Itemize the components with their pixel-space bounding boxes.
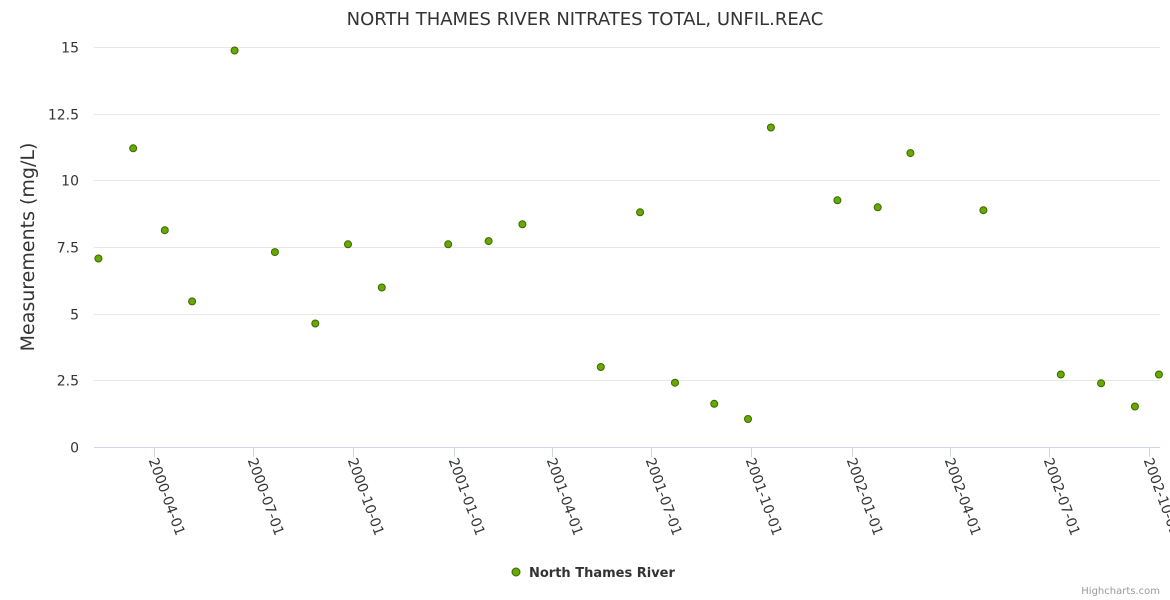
data-point[interactable]: [833, 196, 842, 205]
data-point[interactable]: [1154, 370, 1163, 379]
data-point[interactable]: [979, 206, 988, 215]
data-point[interactable]: [311, 319, 320, 328]
data-point[interactable]: [270, 248, 279, 257]
grid: [94, 47, 1160, 381]
y-tick-label: 5: [70, 308, 79, 324]
legend-item-north-thames-river[interactable]: North Thames River: [529, 566, 675, 581]
data-point[interactable]: [518, 220, 527, 229]
data-point[interactable]: [671, 378, 679, 387]
data-point[interactable]: [1130, 402, 1139, 411]
y-tick-label: 2.5: [57, 374, 79, 390]
y-tick-label: 12.5: [48, 108, 79, 124]
y-tick-label: 0: [70, 441, 79, 457]
y-axis-label: Measurements (mg/L): [17, 143, 39, 352]
series-north-thames-river: [94, 46, 1163, 423]
legend[interactable]: North Thames River: [511, 566, 675, 581]
y-axis-ticks: 0 2.5 5 7.5 10 12.5 15: [48, 41, 79, 457]
data-point[interactable]: [377, 283, 386, 292]
data-point[interactable]: [129, 144, 138, 153]
credits-link[interactable]: Highcharts.com: [1081, 586, 1160, 597]
data-point[interactable]: [873, 203, 882, 212]
data-point[interactable]: [906, 149, 915, 158]
legend-marker: [511, 567, 521, 577]
y-tick-label: 15: [61, 41, 79, 57]
data-point[interactable]: [596, 363, 605, 371]
y-tick-label: 10: [61, 174, 79, 190]
data-point[interactable]: [1097, 379, 1106, 388]
data-point[interactable]: [94, 254, 103, 263]
y-tick-label: 7.5: [57, 241, 79, 257]
data-point[interactable]: [1056, 370, 1065, 379]
data-point[interactable]: [710, 399, 719, 408]
data-point[interactable]: [484, 237, 493, 246]
data-point[interactable]: [766, 123, 775, 132]
chart-title: NORTH THAMES RIVER NITRATES TOTAL, UNFIL…: [347, 9, 824, 30]
data-point[interactable]: [188, 297, 197, 306]
data-point[interactable]: [230, 46, 239, 55]
data-point[interactable]: [636, 208, 645, 217]
data-point[interactable]: [160, 226, 169, 235]
data-point[interactable]: [444, 240, 453, 249]
data-point[interactable]: [744, 415, 752, 423]
data-point[interactable]: [344, 240, 352, 249]
